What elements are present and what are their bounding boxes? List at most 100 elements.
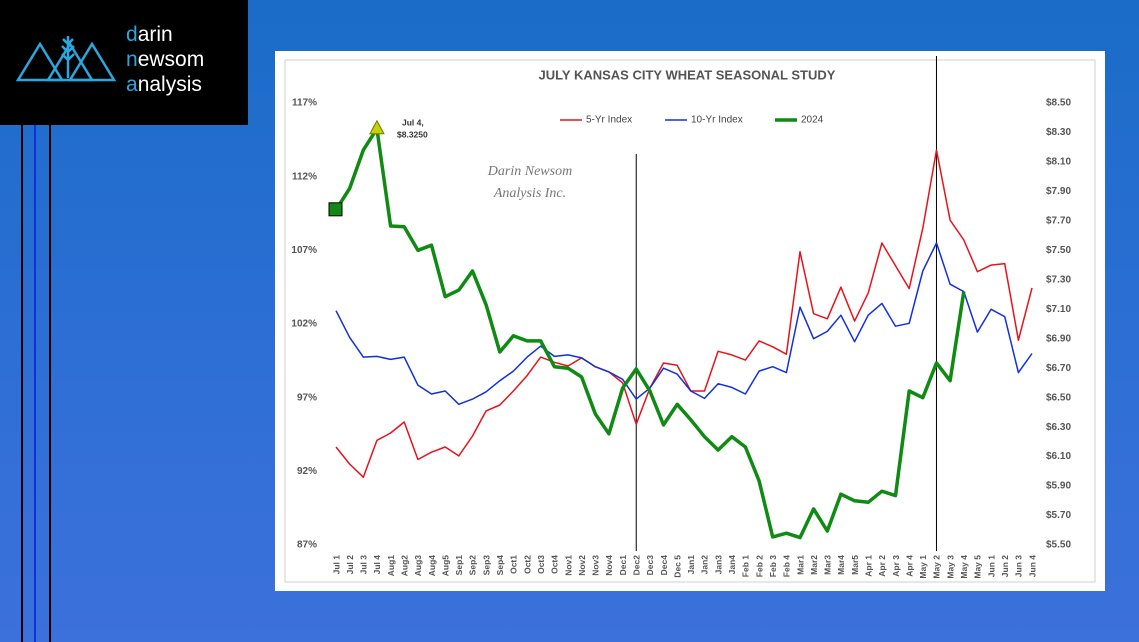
- series-line: [335, 242, 1033, 406]
- watermark: Analysis Inc.: [493, 186, 566, 201]
- logo-accent: d: [126, 23, 138, 46]
- logo-rest: ewsom: [137, 48, 205, 71]
- logo: darin newsom analysis: [0, 0, 248, 125]
- logo-line: analysis: [126, 72, 204, 97]
- x-tick-label: Dec 5: [672, 555, 682, 578]
- logo-text: darin newsom analysis: [126, 22, 204, 97]
- x-tick-label: Jun 2: [1000, 555, 1010, 577]
- y2-tick-label: $6.70: [1046, 363, 1071, 374]
- x-tick-label: Jul 4: [372, 555, 382, 575]
- x-tick-label: Dec1: [618, 555, 628, 576]
- chart-panel: JULY KANSAS CITY WHEAT SEASONAL STUDY 87…: [275, 51, 1105, 591]
- x-tick-label: Apr 2: [877, 555, 887, 577]
- x-tick-label: Sep1: [454, 555, 464, 576]
- legend-label: 5-Yr Index: [586, 115, 632, 126]
- annotation: $8.3250: [397, 129, 428, 139]
- start-marker: [328, 202, 343, 217]
- x-tick-label: May 2: [932, 555, 942, 579]
- x-tick-label: Mar2: [809, 555, 819, 575]
- x-tick-label: Oct1: [509, 555, 519, 574]
- x-tick-label: Mar4: [836, 555, 846, 575]
- annotation: Jul 4,: [402, 117, 424, 127]
- x-tick-label: Dec2: [631, 555, 641, 576]
- chart-title: JULY KANSAS CITY WHEAT SEASONAL STUDY: [539, 67, 836, 82]
- y-tick-label: 117%: [292, 98, 317, 109]
- x-tick-label: Sep3: [481, 555, 491, 576]
- logo-rest: nalysis: [137, 73, 202, 96]
- y-tick-label: 97%: [297, 392, 317, 403]
- x-tick-label: Nov1: [563, 555, 573, 576]
- legend-label: 10-Yr Index: [691, 115, 743, 126]
- x-tick-label: Sep2: [468, 555, 478, 576]
- x-tick-label: May 5: [973, 555, 983, 579]
- x-tick-label: Jul 1: [331, 555, 341, 575]
- logo-rest: arin: [137, 23, 173, 46]
- x-tick-label: Oct4: [550, 555, 560, 574]
- x-tick-label: Jan2: [700, 555, 710, 575]
- x-tick-label: Jul 3: [359, 555, 369, 575]
- x-tick-label: Apr 1: [863, 555, 873, 577]
- x-tick-label: Apr 4: [904, 555, 914, 577]
- chart: JULY KANSAS CITY WHEAT SEASONAL STUDY 87…: [284, 56, 1096, 583]
- x-tick-label: Dec3: [645, 555, 655, 576]
- side-rails: [21, 125, 51, 642]
- x-tick-label: May 1: [918, 555, 928, 579]
- legend-label: 2024: [801, 115, 824, 126]
- y2-tick-label: $6.10: [1046, 451, 1071, 462]
- x-tick-label: Aug1: [386, 555, 396, 577]
- y-tick-label: 92%: [297, 466, 317, 477]
- y-tick-label: 107%: [291, 245, 317, 256]
- x-tick-label: Feb 2: [754, 555, 764, 577]
- logo-line: darin: [126, 22, 204, 47]
- y2-tick-label: $7.90: [1046, 186, 1071, 197]
- y-tick-label: 112%: [292, 171, 317, 182]
- x-tick-label: Dec4: [659, 555, 669, 576]
- x-tick-label: Jan4: [727, 555, 737, 575]
- x-tick-label: Jun 3: [1014, 555, 1024, 577]
- y2-tick-label: $5.50: [1046, 540, 1071, 551]
- y2-tick-label: $8.30: [1046, 127, 1071, 138]
- y-tick-label: 87%: [297, 540, 317, 551]
- x-tick-label: Oct2: [522, 555, 532, 574]
- x-tick-label: Nov3: [591, 555, 601, 576]
- x-tick-label: Mar1: [795, 555, 805, 575]
- y2-tick-label: $5.90: [1046, 481, 1071, 492]
- series-line: [334, 127, 966, 540]
- y2-tick-label: $6.30: [1046, 422, 1071, 433]
- logo-accent: a: [126, 73, 138, 96]
- x-tick-label: Jun 1: [986, 555, 996, 577]
- x-tick-label: Sep4: [495, 555, 505, 576]
- x-tick-label: Aug4: [427, 555, 437, 577]
- x-tick-label: Nov4: [604, 555, 614, 576]
- y2-tick-label: $5.70: [1046, 510, 1071, 521]
- series-line: [335, 149, 1033, 478]
- y2-tick-label: $7.70: [1046, 216, 1071, 227]
- x-tick-label: Oct3: [536, 555, 546, 574]
- y2-tick-label: $7.50: [1046, 245, 1071, 256]
- y2-tick-label: $6.50: [1046, 392, 1071, 403]
- logo-accent: n: [126, 48, 138, 71]
- x-tick-label: May 4: [959, 555, 969, 579]
- chart-frame: [284, 59, 1096, 583]
- x-tick-label: Feb 4: [782, 555, 792, 577]
- y2-tick-label: $6.90: [1046, 333, 1071, 344]
- watermark: Darin Newsom: [487, 164, 572, 179]
- logo-icon: [15, 36, 117, 82]
- x-tick-label: May 3: [945, 555, 955, 579]
- x-tick-label: Jan1: [686, 555, 696, 575]
- x-tick-label: Jan3: [713, 555, 723, 575]
- x-tick-label: Aug3: [413, 555, 423, 577]
- x-tick-label: Jun 4: [1027, 555, 1037, 577]
- y2-tick-label: $7.30: [1046, 274, 1071, 285]
- x-tick-label: Apr 3: [891, 555, 901, 577]
- x-tick-label: Aug2: [399, 555, 409, 577]
- x-tick-label: Aug5: [440, 555, 450, 577]
- x-tick-label: Jul 2: [345, 555, 355, 575]
- y2-tick-label: $8.50: [1046, 98, 1071, 109]
- x-tick-label: Feb 1: [741, 555, 751, 577]
- x-tick-label: Nov2: [577, 555, 587, 576]
- y2-tick-label: $7.10: [1046, 304, 1071, 315]
- y2-tick-label: $8.10: [1046, 157, 1071, 168]
- logo-line: newsom: [126, 47, 204, 72]
